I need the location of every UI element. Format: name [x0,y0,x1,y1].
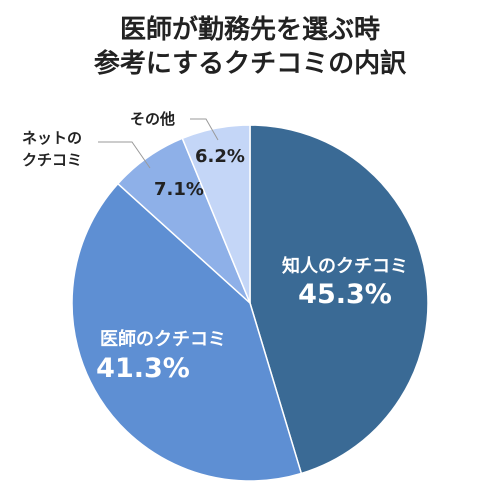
slice-label-3-line-1: ネットの [22,129,82,147]
slice-value-2: 41.3% [96,353,190,384]
slice-label-2-line-1: 医師のクチコミ [100,328,226,350]
slice-label-4-line-1: その他 [130,110,175,128]
slice-value-1: 45.3% [298,279,392,310]
leader-line-3 [98,141,151,169]
pie-slice-4 [181,124,251,304]
slice-value-3: 7.1% [154,179,204,200]
chart-title-line-2: 参考にするクチコミの内訳 [94,48,407,79]
slice-value-4: 6.2% [195,146,245,167]
slice-label-1-line-1: 知人のクチコミ [282,255,408,277]
pie-slice-1 [249,124,429,475]
chart-title: 医師が勤務先を選ぶ時 参考にするクチコミの内訳 [94,14,407,79]
pie-slice-2 [71,182,303,482]
pie-slices [71,124,429,482]
leader-line-4 [190,118,219,141]
chart-title-line-1: 医師が勤務先を選ぶ時 [120,14,380,45]
slice-label-3-line-2: クチコミ [22,151,82,169]
leader-lines [98,118,219,169]
